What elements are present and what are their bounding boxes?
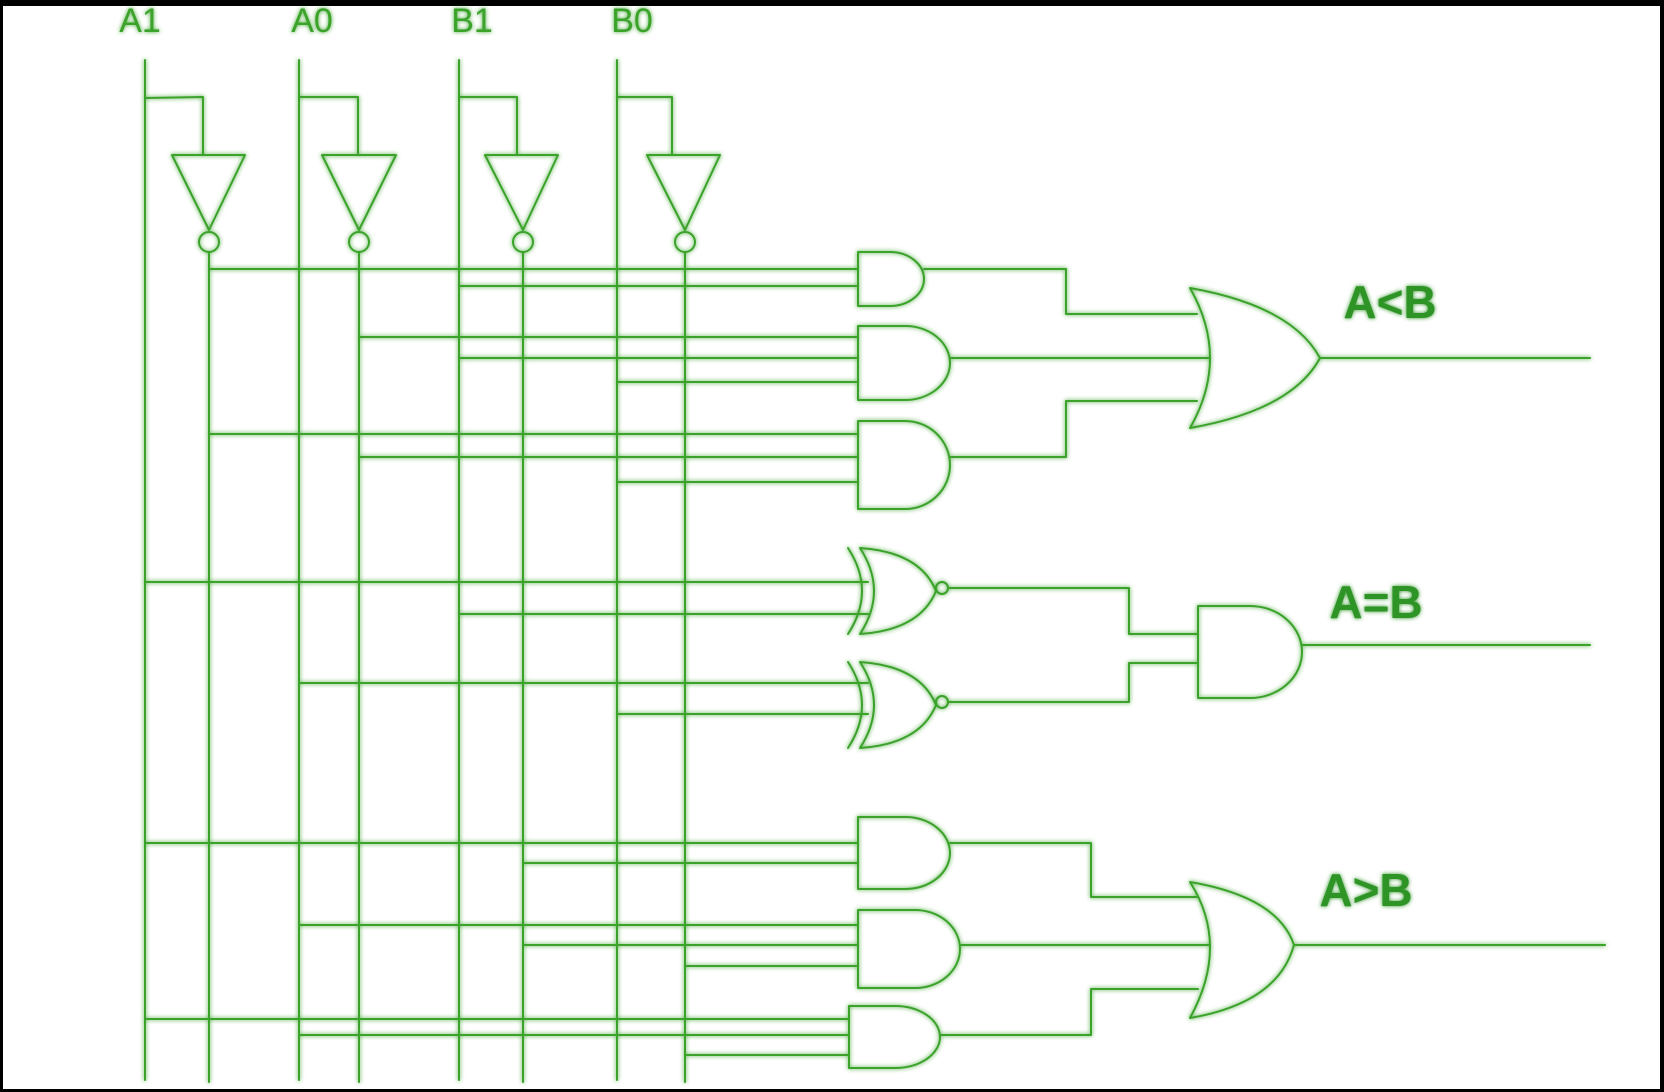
input-rails <box>144 59 686 1083</box>
not-gate-b0 <box>616 96 721 253</box>
input-label-b0: B0 <box>611 2 653 40</box>
and-gate-gt-3 <box>848 1005 941 1069</box>
output-label-a-equal-b: A=B <box>1329 576 1422 628</box>
output-label-a-less-b: A<B <box>1343 276 1436 328</box>
input-label-b1: B1 <box>451 2 493 40</box>
input-label-a0: A0 <box>291 2 333 40</box>
and-gate-gt-2 <box>857 909 961 989</box>
and-gate-lt-2 <box>857 325 951 401</box>
and-gate-eq <box>1197 605 1303 699</box>
input-label-a1: A1 <box>119 2 161 40</box>
wire-and-lt-1-to-or <box>923 268 1198 315</box>
wire-and-lt-3-to-or <box>949 400 1198 458</box>
wire-xnor-1-to-and-eq <box>947 587 1199 635</box>
wire-and-gt-3-to-or <box>939 988 1199 1036</box>
canvas-background <box>3 6 1660 1089</box>
and-gate-lt-1 <box>857 251 925 307</box>
wire-xnor-0-to-and-eq <box>947 662 1199 703</box>
and-gate-gt-1 <box>857 816 951 890</box>
not-gate-a0 <box>298 96 397 253</box>
not-gate-a1 <box>144 96 246 253</box>
output-label-a-greater-b: A>B <box>1319 864 1412 916</box>
not-gate-b1 <box>458 96 559 253</box>
wire-and-gt-1-to-or <box>949 842 1199 898</box>
and-gate-lt-3 <box>857 420 951 510</box>
